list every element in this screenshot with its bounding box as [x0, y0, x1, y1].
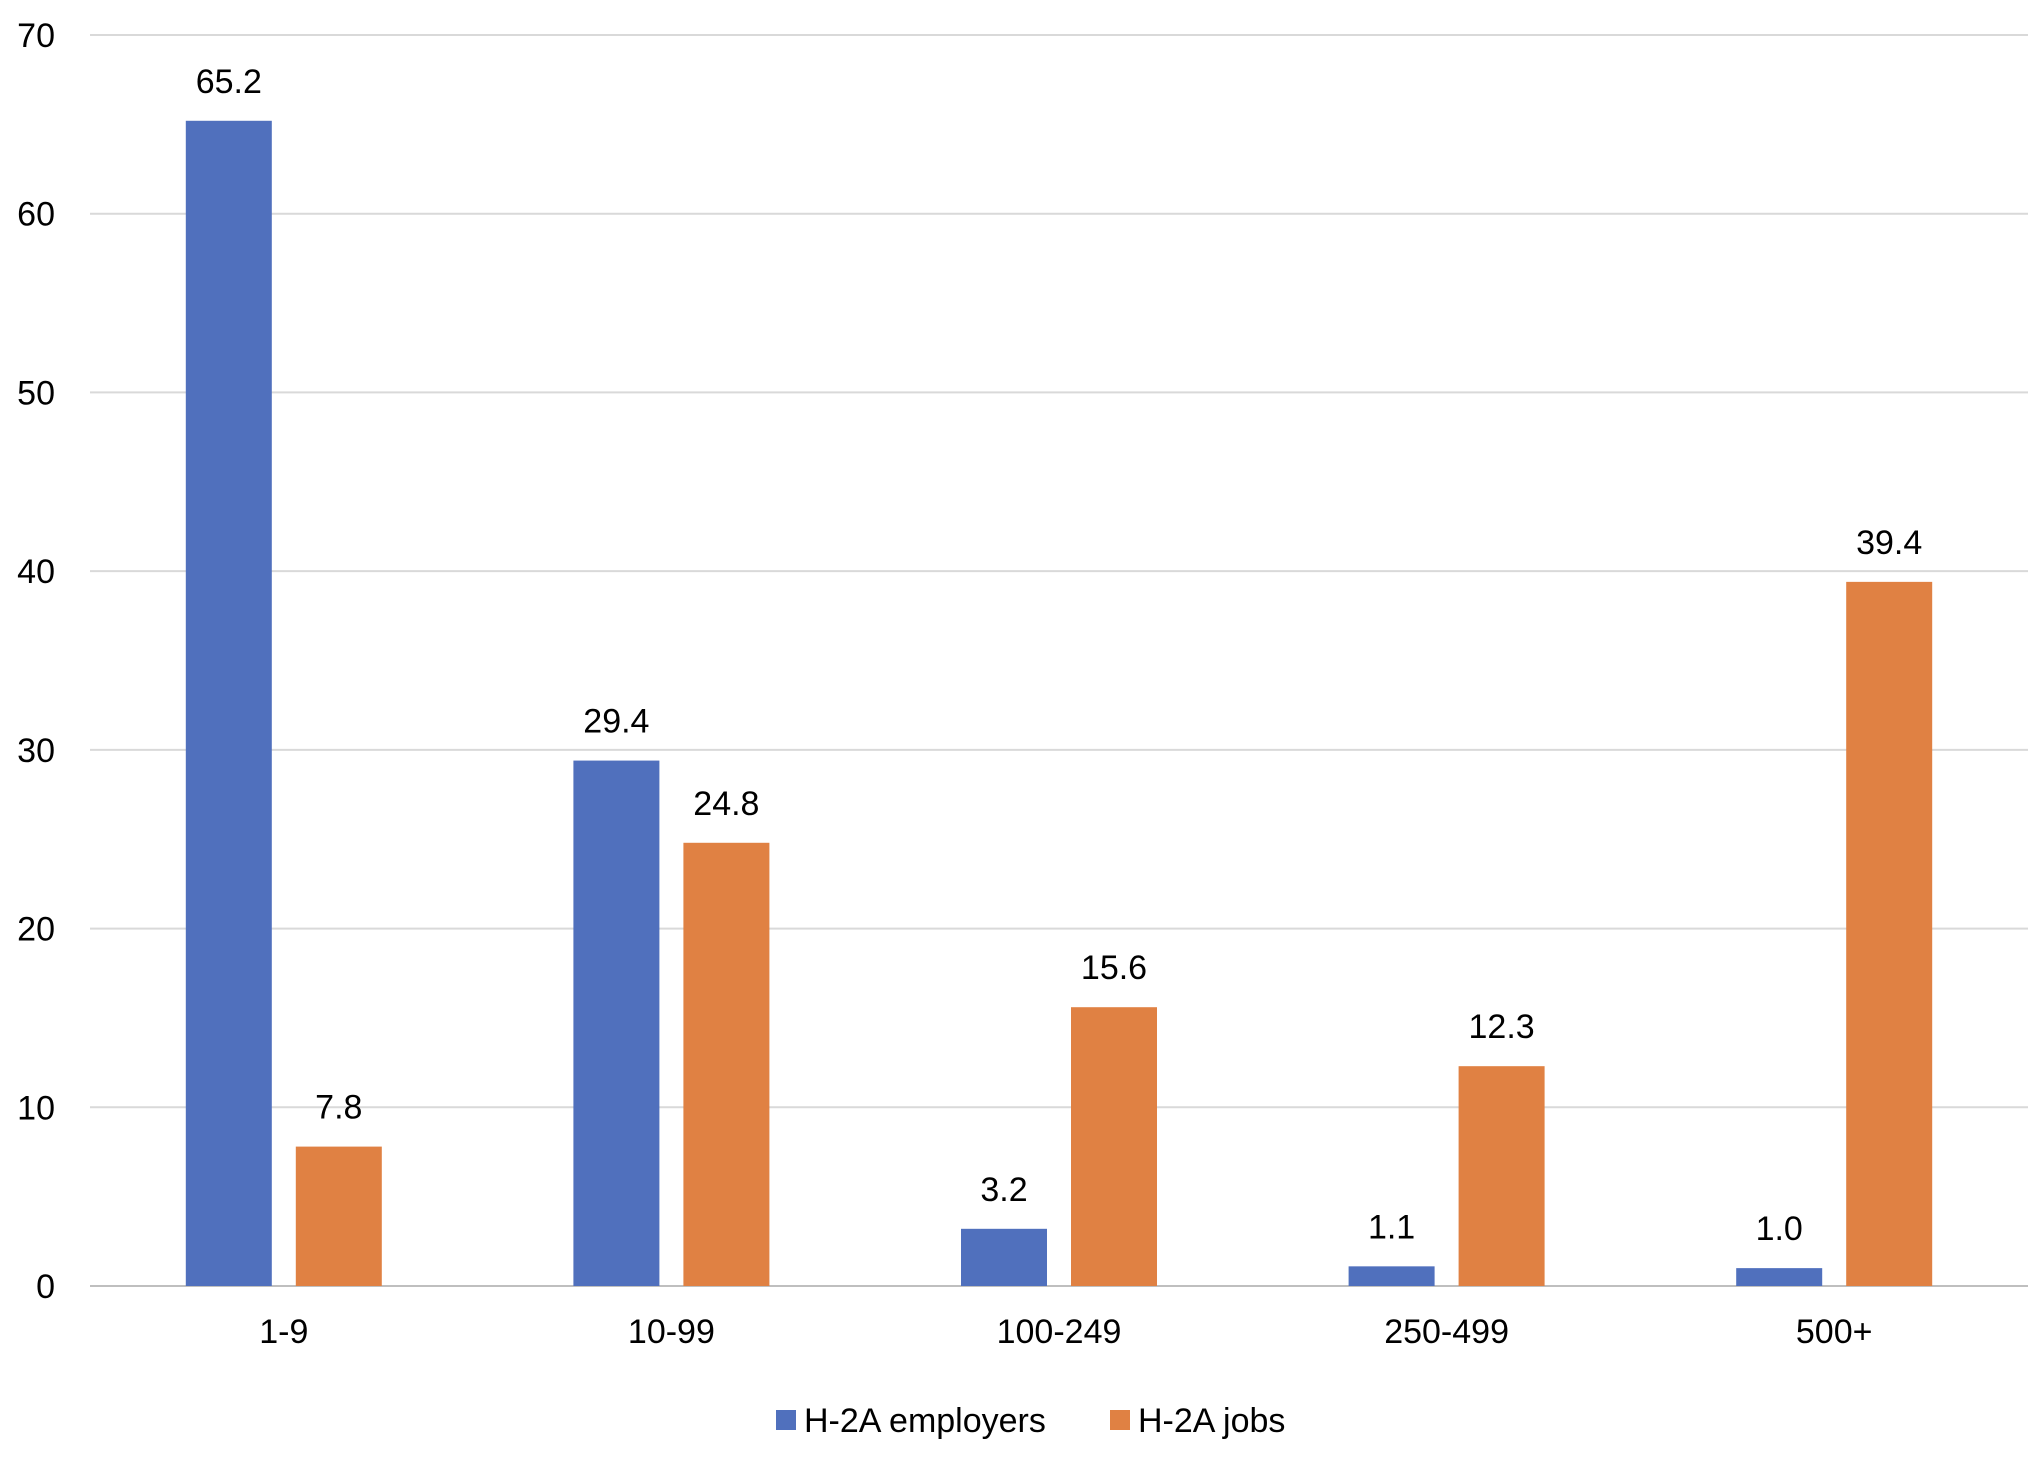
legend: H-2A employers H-2A jobs	[776, 1402, 1285, 1440]
data-label: 3.2	[980, 1171, 1027, 1209]
bar	[1071, 1007, 1157, 1286]
y-tick-label: 70	[17, 17, 55, 55]
data-label: 1.0	[1756, 1210, 1803, 1248]
x-axis-ticks: 1-9 10-99 100-249 250-499 500+	[259, 1313, 1872, 1351]
data-label: 29.4	[583, 703, 649, 741]
legend-label: H-2A jobs	[1138, 1402, 1285, 1440]
bar	[1348, 1266, 1435, 1286]
gridlines	[90, 34, 2028, 1287]
y-tick-label: 60	[17, 196, 55, 234]
data-label: 24.8	[693, 785, 759, 823]
legend-swatch	[1110, 1410, 1130, 1430]
y-tick-label: 20	[17, 911, 55, 949]
y-tick-label: 40	[17, 553, 55, 591]
data-label: 1.1	[1368, 1208, 1415, 1246]
x-tick-label: 10-99	[628, 1313, 715, 1351]
data-labels: 65.2 7.8 29.4 24.8 3.2 15.6 1.1 12.3 1.0 39.4	[196, 63, 1923, 1248]
legend-label: H-2A employers	[804, 1402, 1046, 1440]
bar	[683, 842, 770, 1286]
y-tick-label: 10	[17, 1089, 55, 1127]
x-tick-label: 500+	[1796, 1313, 1873, 1351]
x-tick-label: 250-499	[1384, 1313, 1509, 1351]
bar	[961, 1228, 1047, 1286]
data-label: 39.4	[1856, 524, 1922, 562]
bar	[1458, 1066, 1545, 1286]
data-label: 12.3	[1469, 1008, 1535, 1046]
y-tick-label: 50	[17, 374, 55, 412]
y-tick-label: 30	[17, 732, 55, 770]
data-label: 15.6	[1081, 949, 1147, 987]
data-label: 65.2	[196, 63, 262, 101]
x-tick-label: 1-9	[259, 1313, 308, 1351]
bar	[1736, 1268, 1823, 1286]
y-axis-ticks: 0 10 20 30 40 50 60 70	[17, 17, 55, 1306]
bar	[295, 1146, 382, 1286]
bar	[185, 120, 272, 1287]
x-tick-label: 100-249	[997, 1313, 1122, 1351]
y-tick-label: 0	[36, 1268, 55, 1306]
data-label: 7.8	[315, 1089, 362, 1127]
bars	[185, 120, 1933, 1287]
bar	[573, 760, 660, 1286]
bar	[1846, 581, 1933, 1286]
legend-swatch	[776, 1410, 796, 1430]
